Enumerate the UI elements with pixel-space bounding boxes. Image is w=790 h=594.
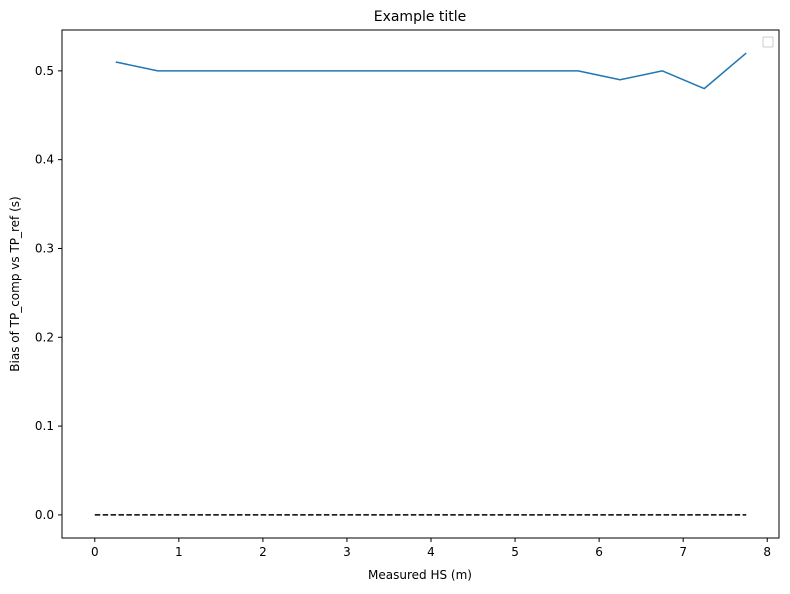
x-tick-label: 4 [427, 545, 435, 559]
bias-series-line [115, 52, 747, 90]
x-tick-label: 3 [343, 545, 351, 559]
y-axis-label: Bias of TP_comp vs TP_ref (s) [8, 196, 22, 371]
x-axis-label: Measured HS (m) [368, 568, 472, 582]
series-layer [94, 52, 747, 516]
x-tick-label: 1 [175, 545, 183, 559]
chart-title: Example title [374, 9, 467, 25]
x-tick-label: 2 [259, 545, 267, 559]
y-tick-label: 0.2 [35, 330, 54, 344]
legend-box [762, 36, 774, 48]
y-tick-label: 0.1 [35, 419, 54, 433]
x-tick-label: 7 [679, 545, 687, 559]
tick-layer: 0 1 2 3 4 5 6 7 8 0.0 0.1 0.2 0.3 0.4 0.5 [35, 64, 771, 559]
x-tick-label: 8 [763, 545, 771, 559]
y-tick-label: 0.5 [35, 64, 54, 78]
x-tick-label: 0 [91, 545, 99, 559]
x-tick-label: 5 [511, 545, 519, 559]
y-tick-label: 0.4 [35, 153, 54, 167]
y-tick-label: 0.3 [35, 241, 54, 255]
plot-frame [61, 29, 780, 539]
y-tick-label: 0.0 [35, 508, 54, 522]
x-tick-label: 6 [595, 545, 603, 559]
